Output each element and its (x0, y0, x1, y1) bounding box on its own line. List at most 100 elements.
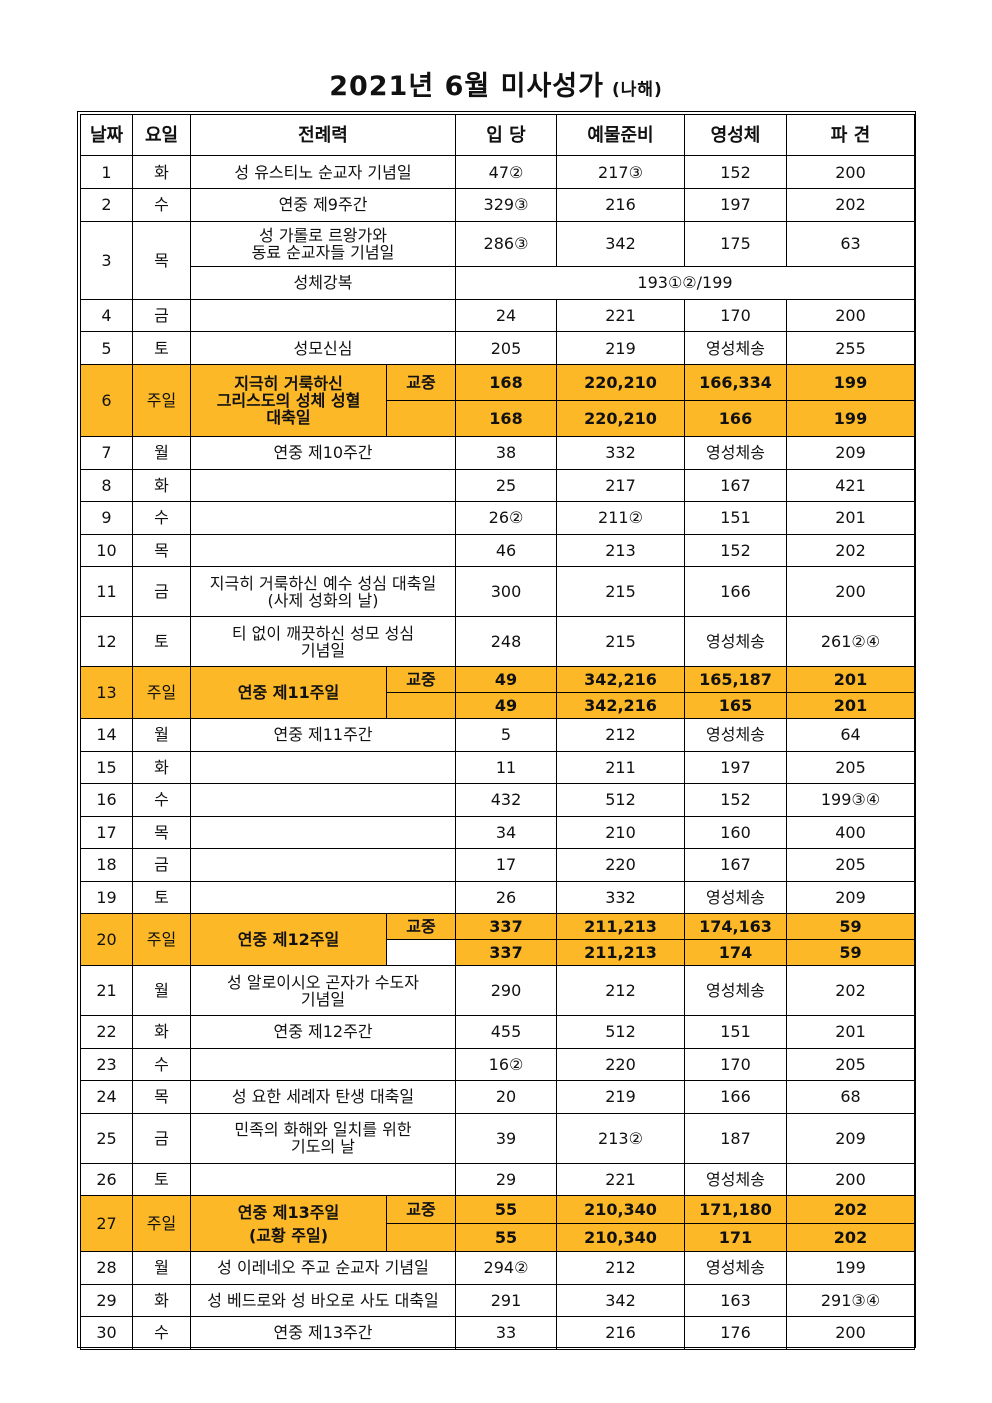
entrance-cell: 26 (455, 880, 557, 914)
dismissal-cell: 202 (786, 533, 915, 567)
offertory-cell: 220 (556, 1047, 685, 1081)
offertory-cell: 221 (556, 298, 685, 332)
liturgy-cell (190, 848, 456, 882)
day-cell: 주일 (132, 913, 191, 966)
dismissal-cell: 261②④ (786, 616, 915, 667)
date-cell: 8 (80, 468, 133, 502)
communion-cell: 175 (684, 220, 787, 267)
mass-tag-empty (386, 939, 456, 966)
dismissal-cell: 205 (786, 750, 915, 784)
liturgy-line: 성 알로이시오 곤자가 수도자 (227, 972, 419, 992)
offertory-cell: 210,340 (556, 1195, 685, 1224)
liturgy-line: (교황 주일) (248, 1225, 329, 1245)
header-liturgy: 전례력 (190, 114, 456, 156)
offertory-cell: 216 (556, 1316, 685, 1350)
offertory-cell: 212 (556, 1251, 685, 1285)
offertory-cell: 220,210 (556, 364, 685, 401)
communion-cell: 166 (684, 400, 787, 437)
dismissal-cell: 201 (786, 501, 915, 535)
day-cell: 금 (132, 848, 191, 882)
header-row: 날짜 요일 전례력 입 당 예물준비 영성체 파 견 (80, 114, 915, 156)
day-cell: 수 (132, 1047, 191, 1081)
dismissal-cell: 200 (786, 566, 915, 617)
offertory-cell: 215 (556, 616, 685, 667)
header-date: 날짜 (80, 114, 133, 156)
entrance-cell: 39 (455, 1112, 557, 1164)
dismissal-cell: 255 (786, 331, 915, 365)
sunday-row: 6 주일 지극히 거룩하신 그리스도의 성체 성혈 대축일 교중 168 220,2… (80, 364, 915, 437)
day-cell: 토 (132, 331, 191, 365)
entrance-cell: 205 (455, 331, 557, 365)
communion-cell: 151 (684, 501, 787, 535)
communion-cell: 영성체송 (684, 616, 787, 667)
liturgy-line: 기념일 (300, 640, 346, 660)
date-cell: 3 (80, 220, 133, 300)
table-row: 9 수 26② 211② 151 201 (80, 501, 915, 535)
liturgy-cell: 연중 제12주일 (190, 913, 387, 966)
header-entrance: 입 당 (455, 114, 557, 156)
offertory-cell: 342,216 (556, 666, 685, 693)
entrance-cell: 25 (455, 468, 557, 502)
liturgy-cell: 연중 제13주간 (190, 1316, 456, 1350)
liturgy-line: 지극히 거룩하신 (234, 374, 343, 393)
liturgy-cell: 성모신심 (190, 331, 456, 365)
table-row: 26 토 29 221 영성체송 200 (80, 1162, 915, 1196)
day-cell: 목 (132, 220, 191, 300)
day-cell: 수 (132, 783, 191, 817)
mass-tag-empty (386, 692, 456, 719)
entrance-cell: 294② (455, 1251, 557, 1285)
liturgy-cell: 티 없이 깨끗하신 성모 성심 기념일 (190, 616, 456, 667)
liturgy-line: 동료 순교자들 기념일 (251, 242, 395, 262)
communion-cell: 170 (684, 1047, 787, 1081)
table-row: 2 수 연중 제9주간 329③ 216 197 202 (80, 188, 915, 222)
offertory-cell: 220,210 (556, 400, 685, 437)
dismissal-cell: 202 (786, 1195, 915, 1224)
communion-cell: 165,187 (684, 666, 787, 693)
dismissal-cell: 202 (786, 188, 915, 222)
communion-cell: 166 (684, 1080, 787, 1114)
date-cell: 23 (80, 1047, 133, 1081)
communion-cell: 187 (684, 1112, 787, 1164)
liturgy-line: 기도의 날 (291, 1137, 355, 1156)
table-row: 5 토 성모신심 205 219 영성체송 255 (80, 331, 915, 365)
liturgy-cell (190, 783, 456, 817)
date-cell: 6 (80, 364, 133, 437)
day-cell: 월 (132, 1251, 191, 1285)
communion-cell: 163 (684, 1283, 787, 1317)
communion-cell: 166,334 (684, 364, 787, 401)
day-cell: 주일 (132, 1195, 191, 1252)
communion-cell: 171,180 (684, 1195, 787, 1224)
liturgy-cell: 민족의 화해와 일치를 위한 기도의 날 (190, 1112, 456, 1164)
entrance-cell: 46 (455, 533, 557, 567)
table-row: 8 화 25 217 167 421 (80, 468, 915, 502)
entrance-cell: 291 (455, 1283, 557, 1317)
liturgy-cell: 연중 제9주간 (190, 188, 456, 222)
table-row: 25 금 민족의 화해와 일치를 위한 기도의 날 39 213② 187 209 (80, 1112, 915, 1164)
date-cell: 24 (80, 1080, 133, 1114)
liturgy-cell: 성 요한 세례자 탄생 대축일 (190, 1080, 456, 1114)
sunday-row: 168 220,210 166 199 (81, 400, 915, 437)
liturgy-cell: 연중 제13주일 (교황 주일) (190, 1195, 387, 1252)
offertory-cell: 216 (556, 188, 685, 222)
dismissal-cell: 201 (786, 1015, 915, 1049)
dismissal-cell: 200 (786, 155, 915, 189)
communion-cell: 영성체송 (684, 1251, 787, 1285)
table-row: 14 월 연중 제11주간 5 212 영성체송 64 (80, 718, 915, 752)
communion-cell: 197 (684, 750, 787, 784)
offertory-cell: 211,213 (556, 913, 685, 940)
offertory-cell: 212 (556, 718, 685, 752)
offertory-cell: 512 (556, 783, 685, 817)
day-cell: 수 (132, 188, 191, 222)
communion-cell: 165 (684, 692, 787, 719)
offertory-cell: 512 (556, 1015, 685, 1049)
offertory-cell: 342,216 (556, 692, 685, 719)
date-cell: 20 (80, 913, 133, 966)
entrance-cell: 329③ (455, 188, 557, 222)
day-cell: 토 (132, 616, 191, 667)
liturgy-line: 민족의 화해와 일치를 위한 (234, 1120, 412, 1139)
title-text: 2021년 6월 미사성가 (329, 71, 604, 102)
dismissal-cell: 59 (786, 913, 915, 940)
table-row: 28 월 성 이레네오 주교 순교자 기념일 294② 212 영성체송 199 (80, 1251, 915, 1285)
sunday-row: 55 210,340 171 202 (81, 1223, 915, 1252)
day-cell: 월 (132, 965, 191, 1016)
